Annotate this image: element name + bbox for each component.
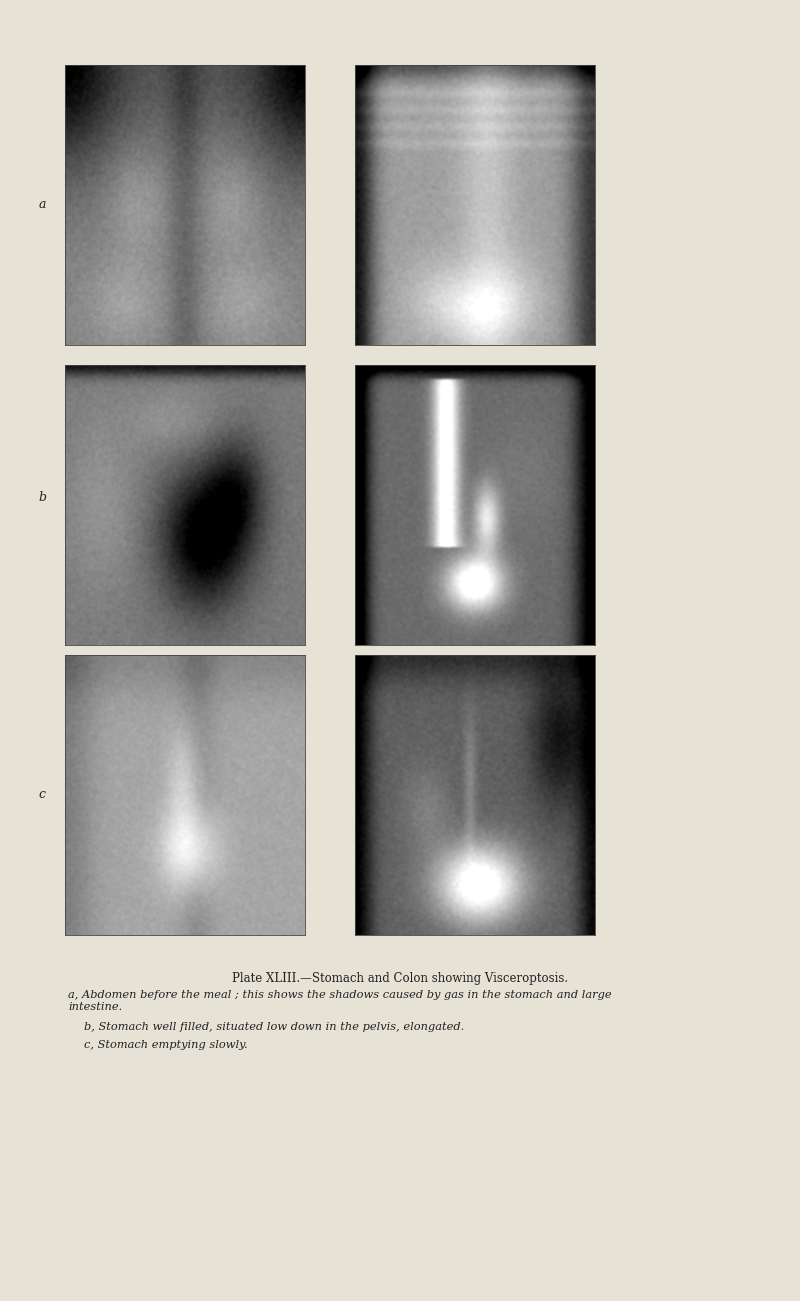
Text: b: b xyxy=(38,492,46,505)
Text: c, Stomach emptying slowly.: c, Stomach emptying slowly. xyxy=(84,1039,248,1050)
Text: b, Stomach well filled, situated low down in the pelvis, elongated.: b, Stomach well filled, situated low dow… xyxy=(84,1023,464,1032)
Text: a: a xyxy=(38,199,46,212)
Text: a, Abdomen before the meal ; this shows the shadows caused by gas in the stomach: a, Abdomen before the meal ; this shows … xyxy=(68,990,612,1012)
Text: Plate XLIII.—Stomach and Colon showing Visceroptosis.: Plate XLIII.—Stomach and Colon showing V… xyxy=(232,972,568,985)
Text: c: c xyxy=(38,788,46,801)
